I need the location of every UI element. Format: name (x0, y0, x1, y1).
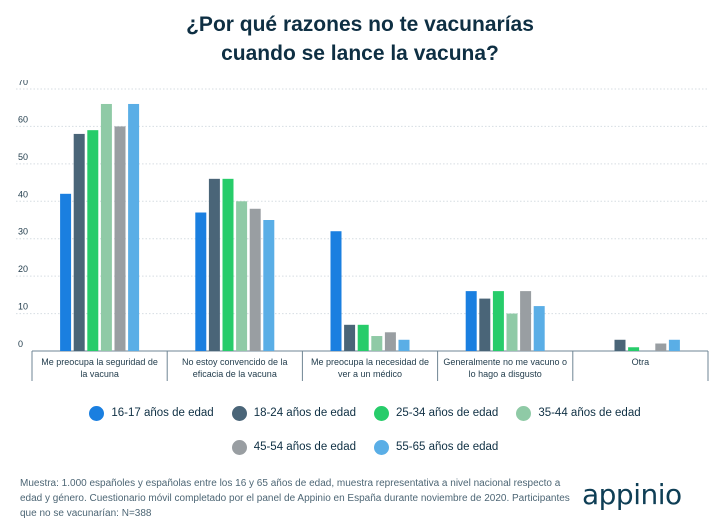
bar (73, 133, 85, 351)
legend-item: 16-17 años de edad (89, 403, 214, 423)
y-tick-label: 40 (18, 189, 28, 199)
x-category-label: lo hago a disgusto (469, 369, 542, 379)
bar (100, 103, 112, 351)
bar (128, 103, 140, 351)
x-category-label: Generalmente no me vacuno o (443, 357, 567, 367)
legend-label: 18-24 años de edad (253, 407, 356, 419)
legend-label: 35-44 años de edad (538, 407, 641, 419)
chart-title-line-2: cuando se lance la vacuna? (221, 42, 499, 65)
x-category-label: eficacia de la vacuna (193, 369, 277, 379)
bar (628, 347, 640, 351)
legend-label: 55-65 años de edad (396, 441, 499, 453)
appinio-logo: appinio (582, 478, 682, 511)
bar (60, 193, 72, 351)
legend-swatch (516, 405, 532, 421)
chart-legend: 16-17 años de edad 18-24 años de edad 25-3… (40, 403, 690, 457)
legend-label: 45-54 años de edad (253, 441, 356, 453)
legend-swatch (374, 439, 389, 455)
bar (398, 339, 410, 351)
legend-item: 25-34 años de edad (374, 403, 498, 423)
bar (249, 208, 261, 351)
legend-item: 45-54 años de edad (231, 437, 356, 457)
legend-label: 16-17 años de edad (111, 407, 214, 419)
y-tick-label: 50 (18, 152, 28, 162)
bar (357, 324, 369, 351)
bar (384, 332, 396, 351)
bar (208, 178, 220, 351)
bar (492, 291, 504, 351)
bar (614, 339, 626, 351)
y-tick-label: 60 (18, 114, 28, 124)
y-tick-label: 20 (18, 264, 28, 274)
bar-chart: 70 60 50 40 30 20 10 0 Me preocupa la seguridad … (16, 80, 709, 381)
y-tick-label: 30 (18, 227, 28, 237)
y-tick-label: 0 (18, 339, 23, 349)
bar (114, 126, 126, 351)
bar (236, 201, 248, 351)
y-tick-label: 70 (18, 80, 28, 87)
bar (465, 291, 477, 351)
bar (195, 212, 207, 351)
bar (344, 324, 356, 351)
bar (263, 220, 275, 351)
bar (655, 343, 667, 351)
legend-swatch (231, 405, 247, 421)
legend-swatch (89, 405, 105, 421)
legend-label: 25-34 años de edad (396, 407, 499, 419)
legend-item: 18-24 años de edad (231, 403, 356, 423)
bar (506, 313, 518, 351)
bar (371, 336, 383, 351)
bar (668, 339, 680, 351)
footnote: Muestra: 1.000 españoles y españolas ent… (20, 478, 570, 519)
y-tick-label: 10 (18, 302, 28, 312)
x-category-label: Otra (632, 357, 650, 367)
x-category-label: Me preocupa la necesidad de (311, 357, 429, 367)
legend-swatch (374, 405, 389, 421)
bar (87, 130, 99, 351)
bar (222, 178, 234, 351)
legend-item: 55-65 años de edad (374, 437, 498, 457)
x-category-label: ver a un médico (338, 369, 402, 379)
bar (533, 306, 545, 351)
legend-item: 35-44 años de edad (516, 403, 641, 423)
x-category-label: Me preocupa la seguridad de (41, 357, 158, 367)
bar (330, 231, 342, 351)
x-category-label: No estoy convencido de la (182, 357, 288, 367)
chart-title: ¿Por qué razones no te vacunarías cuando… (0, 10, 720, 68)
x-category-label: la vacuna (80, 369, 119, 379)
legend-swatch (231, 439, 247, 455)
bar (479, 298, 491, 351)
bar (520, 291, 532, 351)
chart-title-line-1: ¿Por qué razones no te vacunarías (186, 13, 534, 36)
